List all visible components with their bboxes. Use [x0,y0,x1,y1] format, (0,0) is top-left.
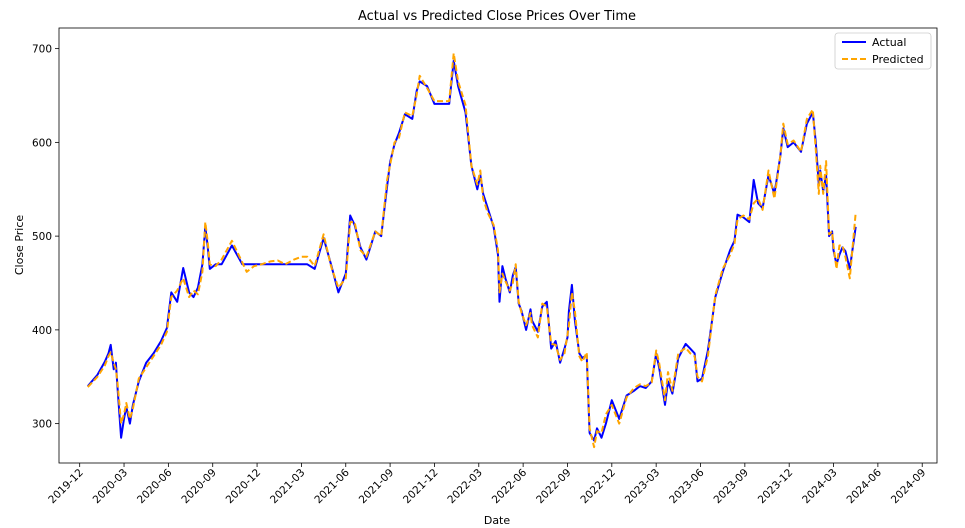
x-tick-label: 2020-06 [135,466,175,506]
x-tick-label: 2022-06 [490,466,530,506]
legend-label-predicted: Predicted [872,53,924,66]
y-axis-label: Close Price [13,215,26,276]
legend-label-actual: Actual [872,36,906,49]
plot-area [58,27,938,464]
x-tick-label: 2020-03 [91,467,131,507]
x-tick-label: 2021-12 [401,467,441,507]
x-tick-label: 2021-03 [268,467,308,507]
x-tick-label: 2023-06 [667,466,707,506]
y-tick-label: 300 [32,419,52,431]
x-tick-label: 2021-06 [312,466,352,506]
y-tick-label: 600 [32,137,52,149]
x-axis-label: Date [484,514,511,527]
series-layer [87,52,857,449]
legend: Actual Predicted [834,32,932,70]
x-tick-label: 2023-09 [711,467,751,507]
series-line-predicted [87,52,857,449]
x-tick-label: 2023-03 [623,467,663,507]
x-tick-label: 2024-09 [889,467,929,507]
y-axis: 300 400 500 600 700 [32,44,59,431]
x-tick-label: 2023-12 [756,467,796,507]
x-tick-label: 2022-03 [445,467,485,507]
y-tick-label: 400 [32,325,52,337]
x-tick-label: 2024-03 [800,467,840,507]
x-axis: 2019-12 2020-03 2020-06 2020-09 2020-12 2021-… [46,463,928,506]
x-tick-label: 2020-09 [179,467,219,507]
x-tick-label: 2022-09 [534,467,574,507]
x-tick-label: 2024-06 [844,466,884,506]
chart-title: Actual vs Predicted Close Prices Over Ti… [358,9,636,24]
x-tick-label: 2019-12 [46,467,86,507]
y-tick-label: 500 [32,231,52,243]
x-tick-label: 2022-12 [578,467,618,507]
x-tick-label: 2020-12 [224,467,264,507]
x-tick-label: 2021-09 [357,467,397,507]
y-tick-label: 700 [32,44,52,56]
